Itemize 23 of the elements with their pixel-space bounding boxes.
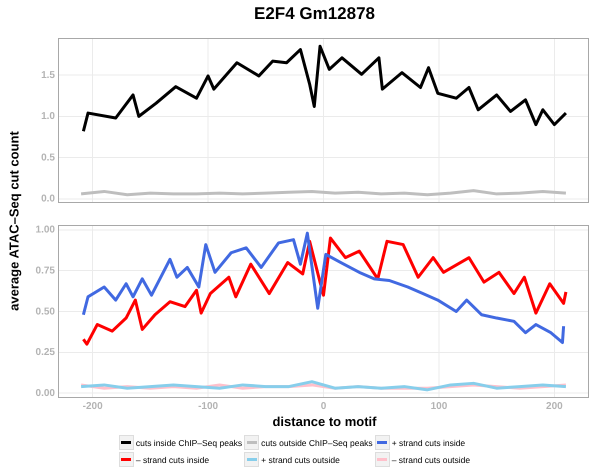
y-tick-label: 0.0 xyxy=(41,194,56,205)
legend-label: cuts inside ChIP–Seq peaks xyxy=(136,438,242,448)
y-tick-label: 1.0 xyxy=(41,111,56,122)
y-tick-label: 0.5 xyxy=(41,152,56,164)
y-tick-label: 0.75 xyxy=(36,265,56,276)
y-tick-label: 1.5 xyxy=(41,70,56,81)
legend-label: – strand cuts inside xyxy=(136,454,210,464)
y-tick-label: 0.50 xyxy=(36,306,56,318)
chart-title: E2F4 Gm12878 xyxy=(253,3,376,25)
x-tick-label: 100 xyxy=(430,400,448,412)
x-tick-label: 200 xyxy=(546,400,564,412)
legend-label: + strand cuts outside xyxy=(261,454,340,464)
y-tick-label: 1.00 xyxy=(36,224,56,236)
y-tick-label: 0.25 xyxy=(36,347,56,358)
x-tick-label: 0 xyxy=(320,400,327,412)
legend-label: cuts outside ChIP–Seq peaks xyxy=(261,438,373,448)
legend-label: + strand cuts inside xyxy=(392,438,466,448)
y-tick-label: 0.00 xyxy=(36,388,56,399)
y-axis-title: average ATAC–Seq cut count xyxy=(6,131,22,311)
x-tick-label: -100 xyxy=(198,400,219,412)
x-axis-title: distance to motif xyxy=(271,414,378,429)
x-tick-label: -200 xyxy=(82,400,104,412)
legend-label: – strand cuts outside xyxy=(392,454,470,464)
